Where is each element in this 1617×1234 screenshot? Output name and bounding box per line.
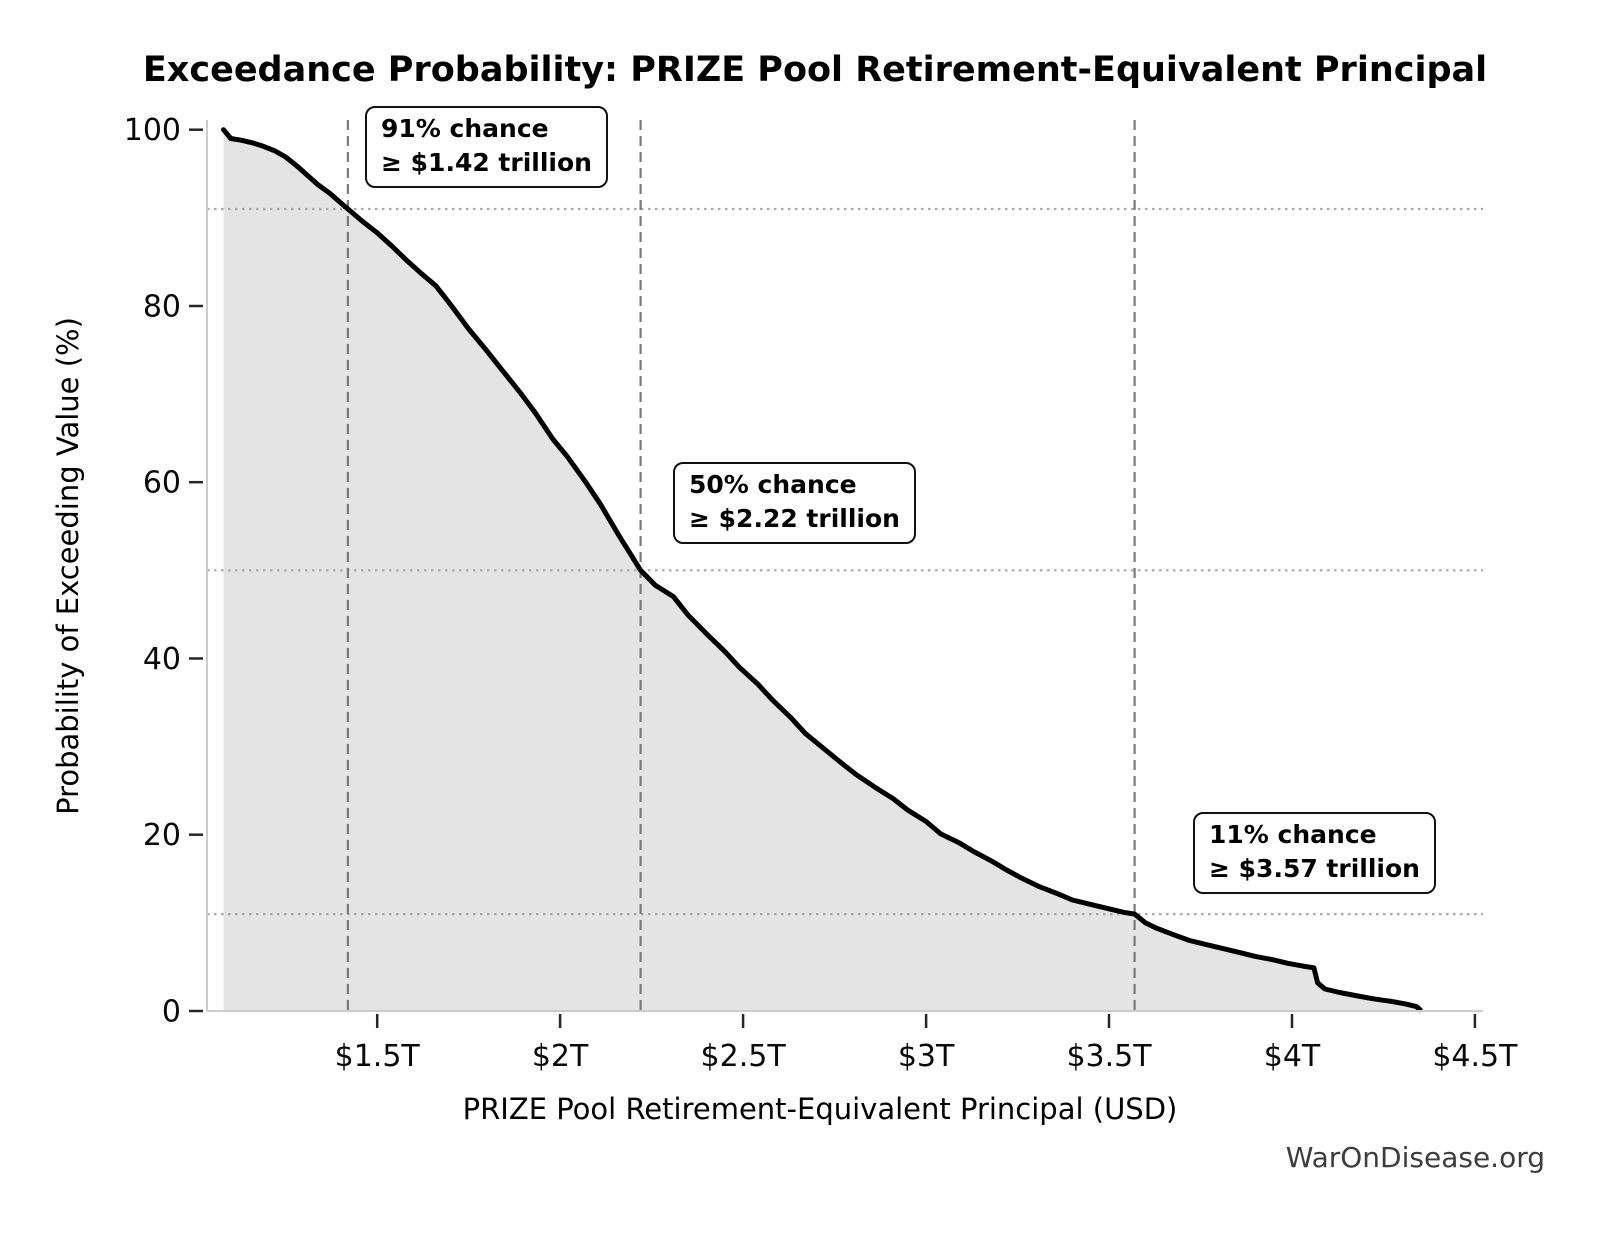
y-tick-label: 100 xyxy=(124,113,181,148)
y-tick-label: 80 xyxy=(143,290,181,325)
x-tick-label: $1.5T xyxy=(335,1039,421,1074)
x-axis-label: PRIZE Pool Retirement-Equivalent Princip… xyxy=(462,1092,1178,1126)
y-tick-label: 40 xyxy=(143,642,181,677)
x-tick-label: $3.5T xyxy=(1066,1039,1152,1074)
chart-title: Exceedance Probability: PRIZE Pool Retir… xyxy=(142,50,1488,90)
watermark-text: WarOnDisease.org xyxy=(1285,1141,1545,1174)
y-tick-label: 20 xyxy=(143,818,181,853)
x-tick-label: $4T xyxy=(1264,1039,1321,1074)
x-tick-label: $3T xyxy=(898,1039,955,1074)
y-tick-label: 0 xyxy=(162,995,181,1030)
x-tick-label: $4.5T xyxy=(1432,1039,1518,1074)
x-tick-label: $2T xyxy=(532,1039,589,1074)
exceedance-curve xyxy=(221,127,1423,1013)
curve-fill-area xyxy=(223,129,1421,1011)
x-tick-label: $2.5T xyxy=(701,1039,787,1074)
y-tick-label: 60 xyxy=(143,466,181,501)
